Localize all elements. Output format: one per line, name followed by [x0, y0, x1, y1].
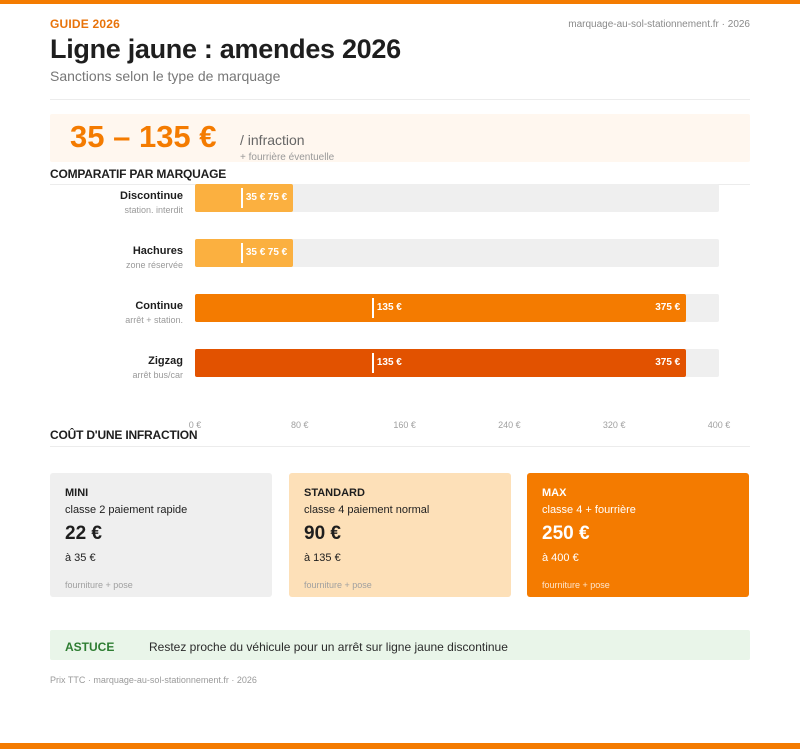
x-tick-label: 80 € — [291, 420, 309, 430]
bar-track: 135 € 375 € — [195, 349, 719, 377]
cost-card-mini: MINI classe 2 paiement rapide 22 € à 35 € fo… — [50, 473, 272, 597]
cost-card-standard: STANDARD classe 4 paiement normal 90 € à 13… — [289, 473, 511, 597]
row-label-hachures: Hachures zone réservée — [126, 245, 183, 270]
tip-label: ASTUCE — [65, 640, 115, 654]
card-level: STANDARD — [304, 487, 365, 499]
top-accent-bar — [0, 0, 800, 4]
card-price: 90 € — [304, 523, 341, 544]
row-name: Discontinue — [120, 190, 183, 202]
card-max-price: à 400 € — [542, 552, 579, 564]
low-value-label: 35 € — [245, 247, 266, 258]
row-subtitle: zone réservée — [125, 260, 183, 270]
card-note: fourniture + pose — [304, 580, 372, 590]
card-level: MAX — [542, 487, 567, 499]
guide-kicker: GUIDE 2026 — [50, 17, 121, 31]
row-name: Hachures — [132, 245, 183, 257]
high-value-label: 75 € — [267, 192, 288, 203]
x-tick-label: 240 € — [498, 420, 521, 430]
cost-card-max: MAX classe 4 + fourrière 250 € à 400 € fourn… — [527, 473, 749, 597]
high-value-label: 375 € — [655, 357, 681, 368]
row-label-continue: Continue arrêt + station. — [125, 300, 183, 325]
card-description: classe 4 + fourrière — [542, 504, 636, 516]
row-label-discontinue: Discontinue station. interdit — [120, 190, 183, 215]
x-tick-label: 400 € — [707, 420, 731, 430]
card-price: 250 € — [542, 523, 590, 544]
card-price: 22 € — [65, 523, 102, 544]
card-note: fourniture + pose — [65, 580, 133, 590]
card-max-price: à 35 € — [65, 552, 96, 564]
bar-track: 135 € 375 € — [195, 294, 719, 322]
card-description: classe 4 paiement normal — [304, 504, 430, 516]
footer-credit: Prix TTC · marquage-au-sol-stationnement… — [50, 675, 257, 685]
fine-range-banner: 35 – 135 € / infraction + fourrière éven… — [50, 114, 750, 163]
row-subtitle: arrêt bus/car — [132, 370, 183, 380]
page-title: Ligne jaune : amendes 2026 — [50, 34, 401, 64]
low-value-marker — [371, 353, 374, 373]
bar-zigzag — [195, 349, 687, 377]
fine-range-value: 35 – 135 € — [70, 119, 217, 154]
fine-range-unit: / infraction — [240, 132, 305, 148]
fine-range-note: + fourrière éventuelle — [240, 152, 335, 163]
x-tick-label: 320 € — [602, 420, 626, 430]
high-value-label: 375 € — [655, 302, 681, 313]
row-subtitle: arrêt + station. — [125, 315, 183, 325]
tip-text: Restez proche du véhicule pour un arrêt … — [149, 640, 508, 654]
low-value-label: 135 € — [376, 357, 402, 368]
cost-divider — [50, 446, 750, 447]
row-subtitle: station. interdit — [124, 205, 183, 215]
site-credit: marquage-au-sol-stationnement.fr · 2026 — [568, 19, 750, 30]
row-name: Zigzag — [148, 355, 183, 367]
x-tick-label: 160 € — [393, 420, 416, 430]
bar-continue — [195, 294, 687, 322]
bar-discontinue — [195, 184, 294, 212]
page-subtitle: Sanctions selon le type de marquage — [50, 68, 281, 84]
low-value-marker — [371, 298, 374, 318]
card-max-price: à 135 € — [304, 552, 341, 564]
card-note: fourniture + pose — [542, 580, 610, 590]
bar-hachures — [195, 239, 294, 267]
low-value-label: 35 € — [245, 192, 266, 203]
card-level: MINI — [65, 487, 89, 499]
row-label-zigzag: Zigzag arrêt bus/car — [132, 355, 183, 380]
x-tick-label: 0 € — [188, 420, 202, 430]
low-value-marker — [240, 243, 243, 263]
low-value-marker — [240, 188, 243, 208]
tip-banner: ASTUCE Restez proche du véhicule pour un… — [50, 630, 750, 660]
cost-heading: COÛT D'UNE INFRACTION — [50, 428, 198, 442]
card-description: classe 2 paiement rapide — [65, 504, 188, 516]
row-name: Continue — [135, 300, 183, 312]
bar-track: 35 €75 € — [195, 184, 719, 212]
high-value-label: 75 € — [267, 247, 288, 258]
low-value-label: 135 € — [376, 302, 402, 313]
bar-track: 35 €75 € — [195, 239, 719, 267]
bottom-accent-bar — [0, 743, 800, 749]
header-divider — [50, 99, 750, 100]
comparison-heading: COMPARATIF PAR MARQUAGE — [50, 167, 227, 181]
